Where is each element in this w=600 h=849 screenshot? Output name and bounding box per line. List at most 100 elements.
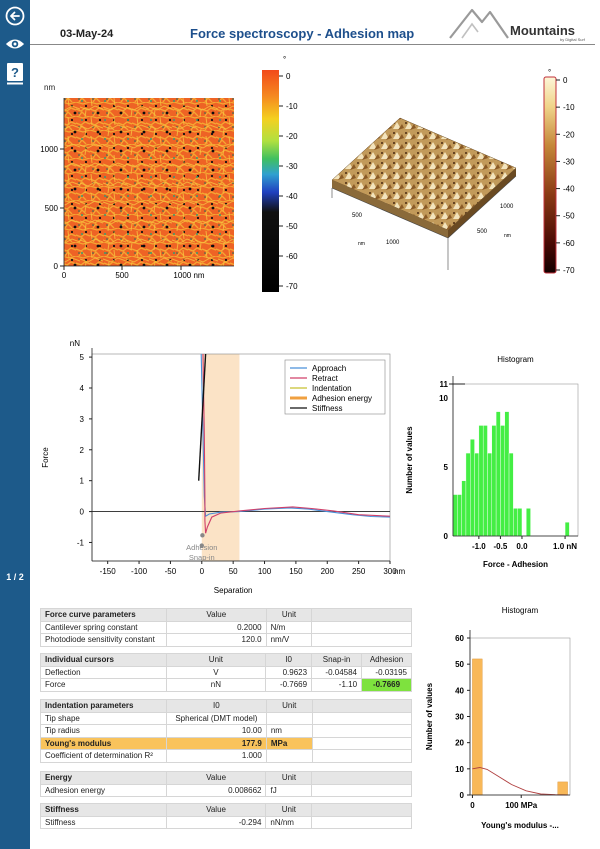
x-tick-label: 150 bbox=[289, 567, 303, 576]
adhesion-histogram: Histogram 0 5 10 11 -1.0 -0.5 0.0 1.0 nN Force - … bbox=[405, 355, 579, 569]
colorbar-tick-label: -50 bbox=[286, 222, 298, 231]
param-name: Coefficient of determination R² bbox=[40, 749, 167, 763]
cursor-marker bbox=[199, 543, 204, 548]
x-tick-label: 0 bbox=[470, 801, 475, 810]
x-tick-label: 300 bbox=[383, 567, 397, 576]
legend-label: Stiffness bbox=[312, 404, 343, 413]
page-title: Force spectroscopy - Adhesion map bbox=[190, 26, 415, 41]
histogram-bar bbox=[487, 452, 492, 537]
param-name: Cantilever spring constant bbox=[40, 620, 167, 634]
col-header: Unit bbox=[165, 653, 267, 667]
colorbar-tick-label: -70 bbox=[563, 266, 575, 275]
y-tick-label: 10 bbox=[439, 394, 448, 403]
adhesion-energy-region bbox=[201, 354, 240, 561]
colorbar-tick-label: 0 bbox=[563, 76, 568, 85]
arrow-left-circle-icon[interactable] bbox=[5, 6, 25, 26]
param-name: Young's modulus bbox=[40, 736, 167, 750]
legend-label: Approach bbox=[312, 364, 346, 373]
y-axis-label: Force bbox=[41, 447, 50, 468]
x-tick-label: -150 bbox=[100, 567, 117, 576]
param-value: 10.00 bbox=[165, 724, 267, 738]
svg-text:?: ? bbox=[11, 65, 19, 80]
param-unit bbox=[265, 711, 313, 725]
series-stiffness bbox=[198, 353, 207, 481]
adhesion-map-3d: 1000 500 1000 nm 500 nm bbox=[331, 117, 517, 270]
table-title: Energy bbox=[40, 771, 167, 785]
3d-unit: nm bbox=[504, 233, 511, 239]
map2d-y-unit: nm bbox=[44, 83, 55, 92]
histogram-bar bbox=[474, 452, 480, 537]
col-header: Unit bbox=[265, 803, 313, 817]
eye-icon[interactable] bbox=[5, 34, 25, 54]
param-value: 120.0 bbox=[165, 633, 267, 647]
youngs-modulus-histogram: Histogram 0 10 20 30 40 50 60 0 100 MPa Young's mo… bbox=[425, 606, 571, 830]
histogram-bar bbox=[513, 508, 518, 537]
x-tick-label: -1.0 bbox=[472, 542, 486, 551]
param-unit: N/m bbox=[265, 620, 313, 634]
histogram-bar bbox=[508, 452, 514, 537]
map2d-x-tick: 1000 nm bbox=[173, 271, 204, 280]
col-header: Value bbox=[165, 803, 267, 817]
stiffness-table: Stiffness Value Unit Stiffness -0.294 nN/nm bbox=[40, 803, 412, 829]
y-axis-label: Number of values bbox=[425, 682, 434, 750]
series-retract bbox=[202, 353, 391, 534]
colorbar-tick-label: -30 bbox=[286, 162, 298, 171]
plot-frame bbox=[469, 637, 571, 796]
y-tick-label: 40 bbox=[455, 686, 464, 695]
legend-label: Indentation bbox=[312, 384, 352, 393]
force-curve-chart: nN -1 0 1 2 3 4 5 -150 -100 -50 0 50 100 150 200 250 300n… bbox=[41, 339, 405, 595]
y-unit: nN bbox=[70, 339, 80, 348]
param-unit: nN/nm bbox=[265, 815, 313, 829]
x-tick-label: -50 bbox=[165, 567, 177, 576]
logo-text: Mountains bbox=[510, 23, 575, 38]
x-tick-label: -100 bbox=[131, 567, 148, 576]
histogram-bar bbox=[461, 480, 467, 537]
map2d-x-tick: 0 bbox=[62, 271, 67, 280]
param-name: Stiffness bbox=[40, 815, 167, 829]
fit-curve bbox=[472, 767, 568, 796]
cursor-name: Force bbox=[40, 678, 167, 692]
param-value: Spherical (DMT model) bbox=[165, 711, 267, 725]
cursor-snap: -1.10 bbox=[311, 678, 363, 692]
force-curve-params-table: Force curve parameters Value Unit Cantilev… bbox=[40, 608, 412, 647]
cursor-i0: 0.9623 bbox=[265, 665, 313, 679]
param-unit bbox=[265, 749, 313, 763]
cursor-unit: V bbox=[165, 665, 267, 679]
x-axis-label: Force - Adhesion bbox=[483, 560, 548, 569]
col-header: Unit bbox=[265, 608, 313, 622]
histogram-bar bbox=[491, 425, 497, 537]
colorbar-tick-label: -70 bbox=[286, 282, 298, 291]
x-axis-label: Separation bbox=[214, 586, 253, 595]
page-indicator: 1 / 2 bbox=[6, 572, 24, 582]
y-tick-label: 0 bbox=[80, 508, 85, 517]
x-tick-label: 1.0 nN bbox=[553, 542, 577, 551]
logo-subtext: by Digital Surf bbox=[560, 37, 585, 42]
param-name: Adhesion energy bbox=[40, 783, 167, 797]
legend-box bbox=[284, 359, 386, 415]
param-unit: fJ bbox=[265, 783, 313, 797]
histogram-title: Histogram bbox=[497, 355, 534, 364]
histogram-bar bbox=[472, 658, 483, 796]
y-tick-label: 30 bbox=[455, 713, 464, 722]
x-tick-label: 100 MPa bbox=[505, 801, 538, 810]
histogram-title: Histogram bbox=[502, 606, 539, 615]
param-value: 0.2000 bbox=[165, 620, 267, 634]
colorbar-tick-label: -60 bbox=[563, 239, 575, 248]
colorbar-tick-label: -40 bbox=[563, 185, 575, 194]
annotation-adhesion: Adhesion bbox=[186, 543, 217, 552]
histogram-bar bbox=[504, 411, 510, 537]
colorbar-tick-label: 0 bbox=[286, 72, 291, 81]
cursor-adhesion-highlight: -0.7669 bbox=[361, 678, 412, 692]
param-unit: nm/V bbox=[265, 633, 313, 647]
y-tick-label: 20 bbox=[455, 739, 464, 748]
help-question-icon[interactable]: ? bbox=[5, 62, 25, 86]
x-axis-label: Young's modulus -... bbox=[481, 821, 559, 830]
cursor-snap: -0.04584 bbox=[311, 665, 363, 679]
colorbar-unit: ° bbox=[283, 56, 286, 64]
sidebar: ? 1 / 2 bbox=[0, 0, 30, 849]
colorbar-tick-label: -20 bbox=[286, 132, 298, 141]
y-tick-label: 0 bbox=[460, 791, 465, 800]
histogram-bar bbox=[495, 411, 501, 537]
3d-tick: 500 bbox=[352, 213, 363, 219]
annotation-snap-in: Snap-in bbox=[189, 553, 215, 562]
